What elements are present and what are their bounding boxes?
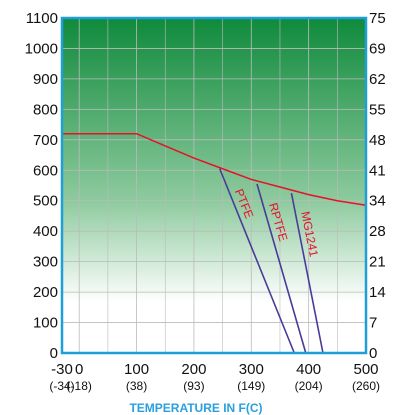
series-line-rptfe	[256, 183, 307, 354]
limit-curve-group	[62, 132, 367, 207]
y-left-tick-label-9: 900	[33, 71, 58, 88]
y-left-tick-label-1: 100	[33, 315, 58, 332]
limit-curve-line	[62, 132, 367, 207]
y-left-tick-label-2: 200	[33, 284, 58, 301]
x-axis-title: TEMPERATURE IN F(C)	[129, 401, 262, 415]
y-left-tick-label-0: 0	[50, 345, 58, 362]
y-left-tick-label-4: 400	[33, 223, 58, 240]
x-tick-label-1: 0	[75, 361, 83, 378]
y-left-tick-label-5: 500	[33, 193, 58, 210]
x-axis-ticks: -30(-34)0(-18)100(38)200(93)300(149)400(…	[49, 361, 380, 393]
y-right-tick-label-5: 34	[369, 193, 386, 210]
y-axis-right-ticks: 0 7 14 21 28 34 41 48 55 62 69 75	[369, 10, 386, 362]
y-right-tick-label-11: 75	[369, 10, 386, 27]
y-left-tick-label-3: 300	[33, 254, 58, 271]
y-right-tick-label-9: 62	[369, 71, 386, 88]
y-right-tick-label-2: 14	[369, 284, 386, 301]
y-right-tick-label-0: 0	[369, 345, 377, 362]
y-left-tick-label-8: 800	[33, 101, 58, 118]
y-left-tick-label-6: 600	[33, 162, 58, 179]
y-left-tick-label-7: 700	[33, 132, 58, 149]
x-tick-celsius-label-0: (-34)	[49, 379, 74, 393]
x-tick-celsius-label-5: (204)	[295, 379, 323, 393]
plot-background	[62, 18, 366, 353]
x-tick-celsius-label-2: (38)	[126, 379, 147, 393]
x-tick-celsius-label-1: (-18)	[67, 379, 92, 393]
plot-frame	[60, 16, 368, 355]
y-right-tick-label-8: 55	[369, 101, 386, 118]
y-right-tick-label-4: 28	[369, 223, 386, 240]
x-tick-celsius-label-6: (260)	[352, 379, 380, 393]
x-tick-label-4: 300	[239, 361, 264, 378]
x-tick-label-6: 500	[353, 361, 378, 378]
y-right-tick-label-10: 69	[369, 40, 386, 57]
grid-lines	[62, 18, 366, 353]
x-tick-label-3: 200	[181, 361, 206, 378]
y-left-tick-label-11: 1100	[26, 10, 58, 27]
y-left-tick-label-10: 1000	[25, 40, 58, 57]
y-right-tick-label-3: 21	[369, 254, 386, 271]
y-right-tick-label-6: 41	[369, 162, 386, 179]
x-tick-celsius-label-3: (93)	[183, 379, 204, 393]
y-right-tick-label-7: 48	[369, 132, 386, 149]
x-tick-label-0: -30	[51, 361, 73, 378]
series-line-ptfe	[218, 168, 296, 354]
series-line-mg1241	[290, 192, 324, 354]
x-tick-celsius-label-4: (149)	[237, 379, 265, 393]
y-right-tick-label-1: 7	[369, 315, 377, 332]
x-tick-label-2: 100	[124, 361, 149, 378]
y-axis-left-ticks: 0 100 200 300 400 500 600 700 800 900 1000 1100	[25, 10, 58, 362]
x-tick-label-5: 400	[296, 361, 321, 378]
